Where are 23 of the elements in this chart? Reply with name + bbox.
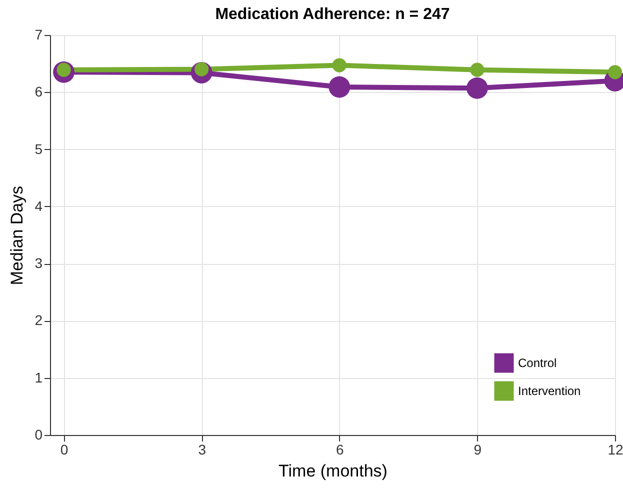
x-tick-label: 9	[474, 442, 482, 458]
point	[332, 58, 346, 72]
x-axis-title: Time (months)	[278, 462, 388, 480]
x-tick-label: 3	[198, 442, 206, 458]
y-tick-label: 0	[34, 426, 43, 442]
point	[608, 65, 622, 80]
y-tick-label: 1	[34, 369, 43, 386]
y-tick-label: 5	[34, 140, 43, 157]
y-tick-label: 3	[34, 255, 43, 272]
x-tick-label: 0	[60, 442, 68, 458]
legend-label: Intervention	[518, 384, 581, 398]
x-tick-label: 6	[336, 442, 344, 458]
chart-title: Medication Adherence: n = 247	[215, 6, 450, 23]
y-axis-title: Median Days	[8, 186, 27, 286]
x-tick-label: 12	[608, 442, 623, 458]
y-tick-label: 6	[34, 84, 43, 100]
legend-label: Control	[518, 356, 557, 370]
point	[466, 77, 488, 99]
point	[328, 76, 350, 98]
y-tick-label: 7	[34, 26, 43, 42]
point	[470, 62, 484, 77]
y-tick-label: 4	[34, 198, 43, 214]
y-tick-label: 2	[34, 312, 43, 328]
